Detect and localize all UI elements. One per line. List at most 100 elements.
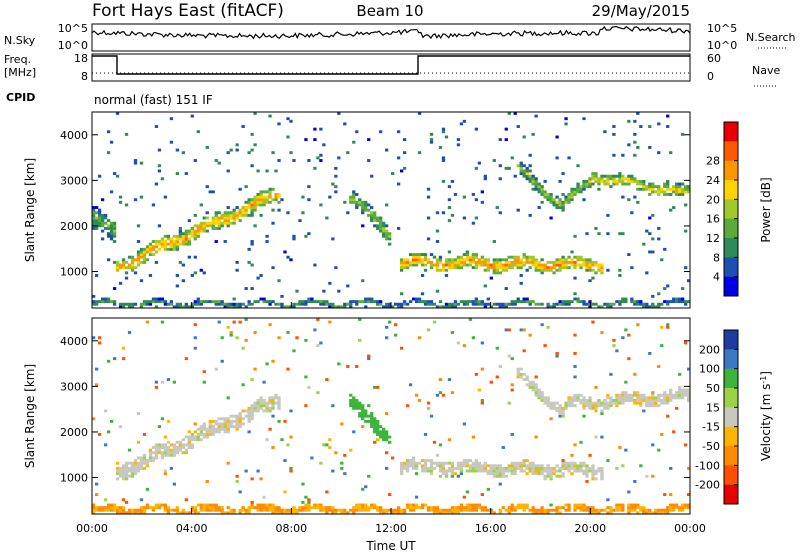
velocity-cell bbox=[322, 506, 326, 510]
velocity-cell bbox=[289, 469, 293, 473]
power-cell bbox=[666, 125, 670, 128]
power-cell bbox=[202, 221, 206, 225]
freq-label-2: [MHz] bbox=[4, 66, 36, 79]
velocity-cell bbox=[507, 511, 511, 515]
power-cell bbox=[543, 268, 547, 272]
power-cell bbox=[346, 151, 350, 155]
velocity-cell bbox=[540, 393, 544, 397]
velocity-cell bbox=[447, 508, 452, 512]
power-cell bbox=[178, 305, 182, 309]
velocity-cell bbox=[588, 506, 592, 510]
power-cell bbox=[361, 211, 365, 215]
power-cell bbox=[178, 226, 182, 230]
velocity-cell bbox=[576, 393, 580, 397]
power-cell bbox=[684, 229, 688, 233]
power-cell bbox=[573, 187, 577, 191]
power-cell bbox=[522, 174, 526, 178]
velocity-cell bbox=[651, 391, 655, 395]
velocity-cell bbox=[226, 419, 230, 423]
velocity-cell bbox=[432, 440, 437, 444]
velocity-cell bbox=[501, 446, 505, 449]
velocity-cell bbox=[525, 466, 529, 470]
power-cell bbox=[190, 234, 194, 238]
velocity-cell bbox=[486, 508, 490, 512]
power-cell bbox=[250, 203, 254, 207]
power-cell bbox=[552, 263, 556, 267]
power-cell bbox=[525, 300, 529, 304]
power-cell bbox=[681, 287, 685, 290]
power-cell bbox=[639, 179, 643, 183]
power-cell bbox=[582, 258, 586, 262]
velocity-cell bbox=[265, 401, 269, 405]
velocity-cell bbox=[265, 438, 269, 442]
power-cell bbox=[564, 302, 568, 306]
velocity-colorbar-label: -50 bbox=[702, 440, 720, 453]
power-cell bbox=[139, 250, 144, 254]
velocity-cell bbox=[370, 412, 374, 415]
power-cell bbox=[546, 302, 550, 306]
velocity-cell bbox=[498, 466, 502, 470]
power-cell bbox=[435, 266, 440, 270]
velocity-cell bbox=[498, 482, 502, 486]
power-cell bbox=[106, 234, 111, 238]
velocity-cell bbox=[178, 443, 182, 447]
power-cell bbox=[115, 268, 120, 272]
power-cell bbox=[567, 156, 571, 160]
power-cell bbox=[196, 302, 200, 306]
power-cell bbox=[477, 300, 481, 304]
velocity-cell bbox=[567, 404, 571, 408]
power-cell bbox=[675, 297, 679, 301]
velocity-cell bbox=[172, 453, 177, 457]
power-cell bbox=[543, 195, 547, 199]
power-cell bbox=[322, 300, 326, 304]
velocity-cell bbox=[127, 331, 132, 334]
velocity-cell bbox=[286, 511, 290, 515]
power-cell bbox=[319, 302, 323, 306]
power-cell bbox=[612, 302, 616, 306]
power-cell bbox=[618, 302, 622, 306]
power-cell bbox=[217, 226, 221, 230]
velocity-cell bbox=[103, 508, 108, 512]
velocity-cell bbox=[480, 399, 484, 402]
velocity-cell bbox=[522, 503, 526, 507]
velocity-cell bbox=[316, 503, 320, 507]
velocity-cell bbox=[226, 427, 230, 431]
power-cell bbox=[289, 258, 293, 262]
velocity-cell bbox=[241, 422, 245, 426]
velocity-cell bbox=[358, 414, 362, 418]
power-cell bbox=[247, 247, 251, 251]
power-cell bbox=[498, 177, 502, 181]
power-ylabel: Slant Range [km] bbox=[23, 158, 37, 262]
velocity-cell bbox=[253, 401, 257, 405]
velocity-cell bbox=[654, 404, 658, 408]
velocity-cell bbox=[199, 432, 203, 436]
velocity-cell bbox=[160, 443, 165, 447]
power-cell bbox=[516, 208, 520, 212]
power-cell bbox=[684, 203, 688, 207]
velocity-cell bbox=[136, 440, 141, 444]
velocity-cell bbox=[214, 367, 218, 371]
velocity-cell bbox=[510, 357, 514, 361]
velocity-cell bbox=[447, 461, 452, 465]
power-cell bbox=[256, 300, 260, 304]
power-cell bbox=[193, 232, 197, 236]
power-colorbar-label: 20 bbox=[706, 193, 720, 206]
power-cell bbox=[573, 190, 577, 194]
velocity-cell bbox=[540, 391, 544, 395]
power-cell bbox=[480, 258, 484, 262]
velocity-colorbar-swatch bbox=[724, 349, 738, 369]
velocity-cell bbox=[115, 477, 120, 481]
velocity-cell bbox=[510, 461, 514, 465]
velocity-cell bbox=[597, 469, 601, 473]
power-cell bbox=[573, 266, 577, 270]
power-cell bbox=[133, 271, 138, 275]
velocity-cell bbox=[639, 399, 643, 402]
velocity-cell bbox=[319, 461, 323, 465]
power-cell bbox=[450, 302, 455, 306]
power-cell bbox=[606, 302, 610, 306]
power-cell bbox=[199, 203, 203, 207]
power-cell bbox=[516, 260, 520, 264]
power-cell bbox=[271, 151, 275, 155]
power-cell bbox=[250, 213, 254, 217]
velocity-cell bbox=[211, 425, 215, 429]
